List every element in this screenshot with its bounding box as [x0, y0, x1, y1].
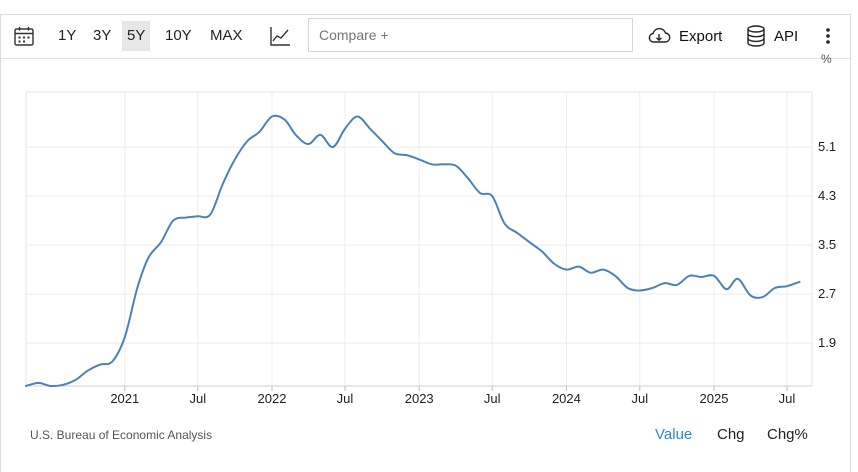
chart-grid	[26, 92, 812, 391]
range-10y-button[interactable]: 10Y	[165, 27, 192, 44]
series-line	[25, 114, 801, 388]
api-button[interactable]: API	[746, 21, 798, 51]
y-tick-label: 4.3	[818, 188, 836, 203]
mode-chg-pct-button[interactable]: Chg%	[767, 426, 808, 443]
plot-frame	[25, 91, 813, 387]
x-tick-label: 2022	[258, 391, 287, 406]
y-tick-label: 5.1	[818, 139, 836, 154]
x-tick-label: Jul	[779, 391, 796, 406]
y-axis-labels: 1.9 2.7 3.5 4.3 5.1	[818, 139, 836, 350]
x-axis-labels: 2021 Jul 2022 Jul 2023 Jul 2024 Jul 2025 Jul	[110, 391, 795, 406]
export-label: Export	[679, 27, 723, 45]
x-tick-label: Jul	[337, 391, 354, 406]
range-3y-button[interactable]: 3Y	[93, 27, 112, 44]
chart-widget: 1Y 3Y 5Y 10Y MAX Export API	[0, 14, 851, 472]
series-layer	[25, 114, 801, 388]
api-label: API	[774, 27, 799, 45]
range-1y-button[interactable]: 1Y	[58, 27, 77, 44]
source-label: U.S. Bureau of Economic Analysis	[30, 428, 213, 442]
mode-value-button[interactable]: Value	[655, 426, 693, 443]
y-tick-label: 2.7	[818, 286, 836, 301]
calendar-icon[interactable]	[13, 25, 35, 47]
y-tick-label: 1.9	[818, 335, 836, 350]
cloud-download-icon	[648, 27, 671, 43]
more-vertical-icon[interactable]	[821, 25, 835, 47]
range-max-button[interactable]: MAX	[210, 27, 243, 44]
x-tick-label: 2023	[405, 391, 434, 406]
x-tick-label: 2025	[700, 391, 729, 406]
compare-input[interactable]	[308, 18, 633, 52]
y-axis-unit: %	[821, 52, 832, 66]
line-chart-icon[interactable]	[269, 25, 291, 47]
database-icon	[747, 25, 765, 47]
range-5y-button[interactable]: 5Y	[122, 21, 151, 51]
x-tick-label: 2024	[552, 391, 581, 406]
export-button[interactable]: Export	[647, 21, 722, 51]
y-tick-label: 3.5	[818, 237, 836, 252]
x-tick-label: Jul	[631, 391, 648, 406]
chart-toolbar: 1Y 3Y 5Y 10Y MAX Export API	[1, 15, 850, 59]
x-tick-label: Jul	[484, 391, 501, 406]
mode-chg-button[interactable]: Chg	[717, 426, 745, 443]
x-tick-label: Jul	[189, 391, 206, 406]
x-tick-label: 2021	[110, 391, 139, 406]
